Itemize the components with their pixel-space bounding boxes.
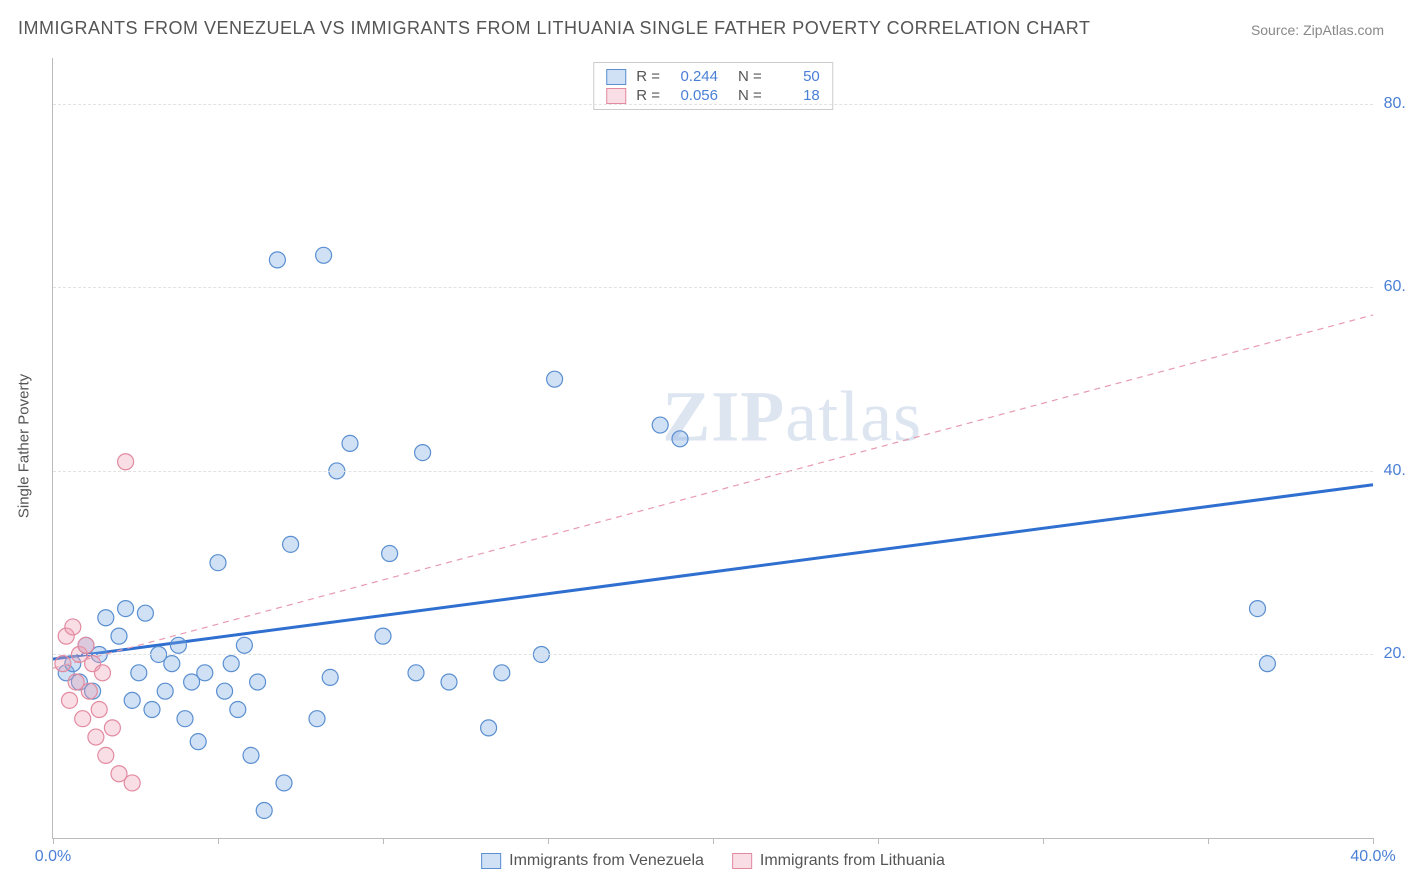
data-point bbox=[375, 628, 391, 644]
data-point bbox=[236, 637, 252, 653]
data-point bbox=[98, 610, 114, 626]
x-tick-mark bbox=[1043, 838, 1044, 844]
legend-series: Immigrants from Venezuela Immigrants from… bbox=[481, 852, 945, 870]
data-point bbox=[276, 775, 292, 791]
data-point bbox=[111, 628, 127, 644]
legend-swatch bbox=[481, 853, 501, 869]
data-point bbox=[62, 692, 78, 708]
legend-stat-row: R =0.056N =18 bbox=[606, 86, 820, 105]
data-point bbox=[217, 683, 233, 699]
y-axis-label: Single Father Poverty bbox=[16, 374, 33, 518]
data-point bbox=[81, 683, 97, 699]
data-point bbox=[124, 775, 140, 791]
legend-series-item: Immigrants from Venezuela bbox=[481, 852, 704, 870]
x-tick-mark bbox=[1208, 838, 1209, 844]
x-tick-mark bbox=[878, 838, 879, 844]
data-point bbox=[1250, 601, 1266, 617]
legend-series-label: Immigrants from Lithuania bbox=[760, 852, 945, 870]
x-tick-mark bbox=[548, 838, 549, 844]
data-point bbox=[91, 702, 107, 718]
x-tick-mark bbox=[218, 838, 219, 844]
trend-line bbox=[53, 315, 1373, 668]
data-point bbox=[157, 683, 173, 699]
data-point bbox=[652, 417, 668, 433]
data-point bbox=[98, 747, 114, 763]
data-point bbox=[144, 702, 160, 718]
legend-stats: R =0.244N =50R =0.056N =18 bbox=[593, 62, 833, 110]
data-point bbox=[672, 431, 688, 447]
data-point bbox=[250, 674, 266, 690]
legend-series-label: Immigrants from Venezuela bbox=[509, 852, 704, 870]
x-tick-mark bbox=[1373, 838, 1374, 844]
chart-title: IMMIGRANTS FROM VENEZUELA VS IMMIGRANTS … bbox=[18, 18, 1090, 39]
data-point bbox=[342, 435, 358, 451]
gridline-h bbox=[53, 287, 1373, 288]
data-point bbox=[164, 656, 180, 672]
x-tick-mark bbox=[713, 838, 714, 844]
data-point bbox=[118, 601, 134, 617]
data-point bbox=[1259, 656, 1275, 672]
gridline-h bbox=[53, 471, 1373, 472]
data-point bbox=[415, 445, 431, 461]
data-point bbox=[65, 619, 81, 635]
data-point bbox=[75, 711, 91, 727]
legend-series-item: Immigrants from Lithuania bbox=[732, 852, 945, 870]
legend-stat-row: R =0.244N =50 bbox=[606, 67, 820, 86]
data-point bbox=[494, 665, 510, 681]
data-point bbox=[55, 656, 71, 672]
data-point bbox=[210, 555, 226, 571]
data-point bbox=[118, 454, 134, 470]
data-point bbox=[177, 711, 193, 727]
x-tick-label: 40.0% bbox=[1350, 848, 1395, 866]
data-point bbox=[78, 637, 94, 653]
data-point bbox=[197, 665, 213, 681]
x-tick-label: 0.0% bbox=[35, 848, 71, 866]
x-tick-mark bbox=[383, 838, 384, 844]
trend-line bbox=[53, 485, 1373, 659]
data-point bbox=[481, 720, 497, 736]
legend-swatch bbox=[606, 69, 626, 85]
gridline-h bbox=[53, 104, 1373, 105]
data-point bbox=[441, 674, 457, 690]
data-point bbox=[170, 637, 186, 653]
data-point bbox=[322, 669, 338, 685]
data-point bbox=[283, 536, 299, 552]
source-attribution: Source: ZipAtlas.com bbox=[1251, 22, 1384, 38]
plot-area: ZIPatlas R =0.244N =50R =0.056N =18 Immi… bbox=[52, 58, 1373, 839]
data-point bbox=[137, 605, 153, 621]
chart-svg bbox=[53, 58, 1373, 838]
data-point bbox=[104, 720, 120, 736]
data-point bbox=[269, 252, 285, 268]
y-tick-label: 20.0% bbox=[1384, 645, 1406, 663]
x-tick-mark bbox=[53, 838, 54, 844]
y-tick-label: 80.0% bbox=[1384, 95, 1406, 113]
data-point bbox=[382, 546, 398, 562]
y-tick-label: 60.0% bbox=[1384, 278, 1406, 296]
legend-swatch bbox=[606, 88, 626, 104]
gridline-h bbox=[53, 654, 1373, 655]
data-point bbox=[124, 692, 140, 708]
legend-swatch bbox=[732, 853, 752, 869]
data-point bbox=[547, 371, 563, 387]
data-point bbox=[230, 702, 246, 718]
data-point bbox=[316, 247, 332, 263]
data-point bbox=[243, 747, 259, 763]
data-point bbox=[190, 734, 206, 750]
data-point bbox=[131, 665, 147, 681]
y-tick-label: 40.0% bbox=[1384, 462, 1406, 480]
data-point bbox=[408, 665, 424, 681]
data-point bbox=[309, 711, 325, 727]
data-point bbox=[95, 665, 111, 681]
data-point bbox=[223, 656, 239, 672]
data-point bbox=[88, 729, 104, 745]
data-point bbox=[256, 802, 272, 818]
